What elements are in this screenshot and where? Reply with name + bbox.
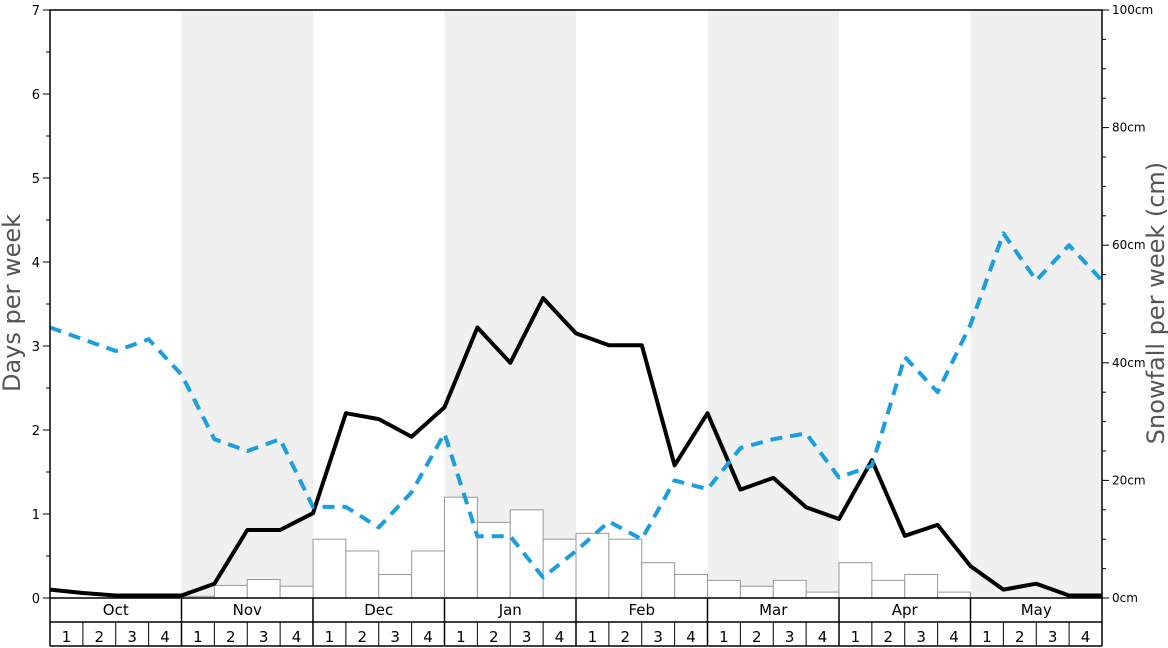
snowfall-bar — [772, 579, 807, 599]
week-label: 1 — [719, 628, 729, 646]
left-tick-label: 2 — [32, 424, 40, 439]
week-label: 3 — [522, 628, 532, 646]
axes: 0 1 2 3 4 5 6 7 0cm 20cm 40cm 60cm 80cm 100cm — [32, 3, 1153, 607]
left-tick-label: 1 — [32, 508, 40, 523]
month-label: Dec — [364, 601, 393, 619]
week-label: 4 — [423, 628, 433, 646]
snowfall-bar — [871, 579, 906, 599]
right-tick-label: 60cm — [1112, 238, 1146, 252]
week-label: 2 — [1015, 628, 1025, 646]
snowfall-bar — [444, 496, 478, 599]
week-label: 3 — [785, 628, 795, 646]
month-label: May — [1021, 601, 1052, 619]
week-label: 4 — [555, 628, 565, 646]
snowfall-bar — [641, 562, 676, 599]
week-label: 3 — [1048, 628, 1058, 646]
snowfall-bar — [279, 585, 314, 599]
week-label: 1 — [193, 628, 203, 646]
week-label: 4 — [949, 628, 959, 646]
left-tick-label: 5 — [32, 172, 40, 187]
week-label: 3 — [916, 628, 926, 646]
week-label: 3 — [390, 628, 400, 646]
snowfall-bar — [378, 573, 413, 599]
month-shade-nov — [181, 10, 313, 598]
snowfall-bar — [411, 550, 445, 599]
snowfall-bar — [805, 591, 840, 599]
week-label: 2 — [226, 628, 236, 646]
month-label: Mar — [759, 601, 788, 619]
month-label: Jan — [498, 601, 522, 619]
snowfall-bar — [345, 550, 380, 599]
snowfall-bar — [312, 538, 347, 599]
snowfall-bar — [608, 538, 643, 599]
right-tick-label: 100cm — [1112, 3, 1153, 17]
week-label: 1 — [325, 628, 335, 646]
month-label: Feb — [628, 601, 655, 619]
snowfall-bar — [937, 591, 971, 599]
snowfall-line — [49, 231, 1104, 580]
month-shade-mar — [707, 10, 839, 598]
week-label: 4 — [1081, 628, 1091, 646]
left-tick-label: 7 — [32, 4, 40, 19]
snowfall-bar — [542, 538, 577, 599]
left-tick-label: 3 — [32, 340, 40, 355]
snowfall-bar — [476, 521, 511, 599]
right-tick-label: 40cm — [1112, 356, 1146, 370]
week-label: 2 — [752, 628, 762, 646]
week-label: 1 — [62, 628, 72, 646]
series-lines — [49, 231, 1104, 598]
month-axis: Oct 1 2 3 4 Nov 1 2 3 4 Dec 1 2 3 4 Jan 1 2 3 4 Feb 1 2 3 4 Mar 1 2… — [49, 598, 1103, 647]
week-label: 2 — [358, 628, 368, 646]
week-label: 1 — [588, 628, 598, 646]
week-label: 4 — [160, 628, 170, 646]
month-label: Apr — [892, 601, 919, 619]
left-tick-label: 6 — [32, 88, 40, 103]
week-label: 2 — [884, 628, 894, 646]
snowfall-bar — [575, 532, 610, 599]
month-shading — [181, 10, 1102, 598]
right-tick-label: 20cm — [1112, 473, 1146, 487]
snowfall-bar — [674, 573, 708, 599]
snowfall-bar — [509, 509, 544, 599]
snowfall-bar — [213, 584, 248, 599]
right-axis-title: Snowfall per week (cm) — [1142, 162, 1168, 444]
right-tick-label: 0cm — [1112, 591, 1138, 605]
snowfall-bar — [707, 579, 741, 599]
left-tick-label: 0 — [32, 592, 40, 607]
week-label: 3 — [127, 628, 137, 646]
week-label: 1 — [982, 628, 992, 646]
snowfall-bar — [246, 579, 281, 599]
snowfall-bar — [838, 562, 873, 599]
month-label: Nov — [233, 601, 262, 619]
week-label: 2 — [489, 628, 499, 646]
week-label: 1 — [456, 628, 466, 646]
week-label: 4 — [686, 628, 696, 646]
week-label: 4 — [292, 628, 302, 646]
left-tick-label: 4 — [32, 256, 40, 271]
week-label: 4 — [818, 628, 828, 646]
week-label: 2 — [621, 628, 631, 646]
month-label: Oct — [103, 601, 129, 619]
week-label: 1 — [851, 628, 861, 646]
week-label: 3 — [653, 628, 663, 646]
week-label: 2 — [95, 628, 105, 646]
month-shade-may — [970, 10, 1102, 598]
days-line — [49, 296, 1102, 598]
right-tick-label: 80cm — [1112, 121, 1146, 135]
left-axis-title: Days per week — [0, 214, 26, 392]
snowfall-bar — [739, 585, 774, 599]
week-label: 3 — [259, 628, 269, 646]
snowfall-bar — [904, 573, 939, 599]
